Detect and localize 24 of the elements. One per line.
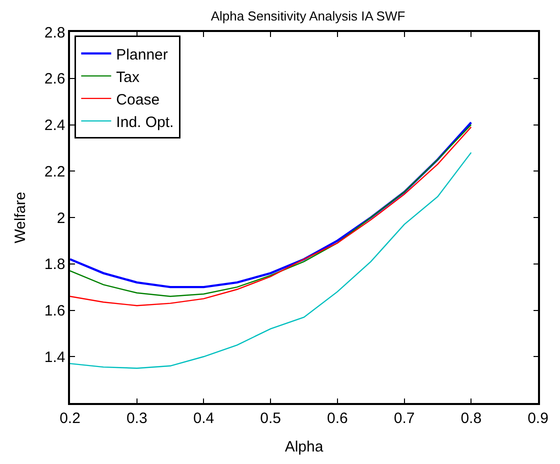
legend-label: Planner	[116, 46, 168, 64]
x-tick-label: 0.8	[460, 410, 482, 427]
y-tick-label: 2.6	[44, 70, 66, 88]
y-tick-label: 1.4	[44, 348, 66, 366]
y-tick-label: 2.8	[44, 24, 66, 42]
legend-label: Ind. Opt.	[116, 114, 174, 131]
x-tick-label: 0.4	[193, 410, 214, 427]
y-tick-label: 2	[56, 210, 66, 227]
y-tick-label: 1.8	[44, 256, 66, 274]
y-tick-label: 2.2	[44, 163, 66, 180]
x-tick-label: 0.7	[394, 410, 415, 427]
x-tick-label: 0.9	[528, 410, 548, 427]
x-axis-title: Alpha	[284, 438, 324, 456]
x-tick-label: 0.2	[60, 410, 80, 427]
line-series	[70, 152, 472, 369]
y-tick-label: 1.6	[44, 302, 66, 320]
x-tick-label: 0.6	[327, 410, 348, 427]
legend-label: Tax	[116, 68, 140, 86]
x-tick-label: 0.3	[126, 410, 148, 427]
y-tick-label: 2.4	[44, 117, 66, 134]
y-axis-title: Welfare	[12, 192, 30, 244]
chart-title: Alpha Sensitivity Analysis IA SWF	[210, 8, 406, 24]
legend-label: Coase	[116, 91, 160, 108]
x-tick-label: 0.5	[260, 410, 281, 427]
